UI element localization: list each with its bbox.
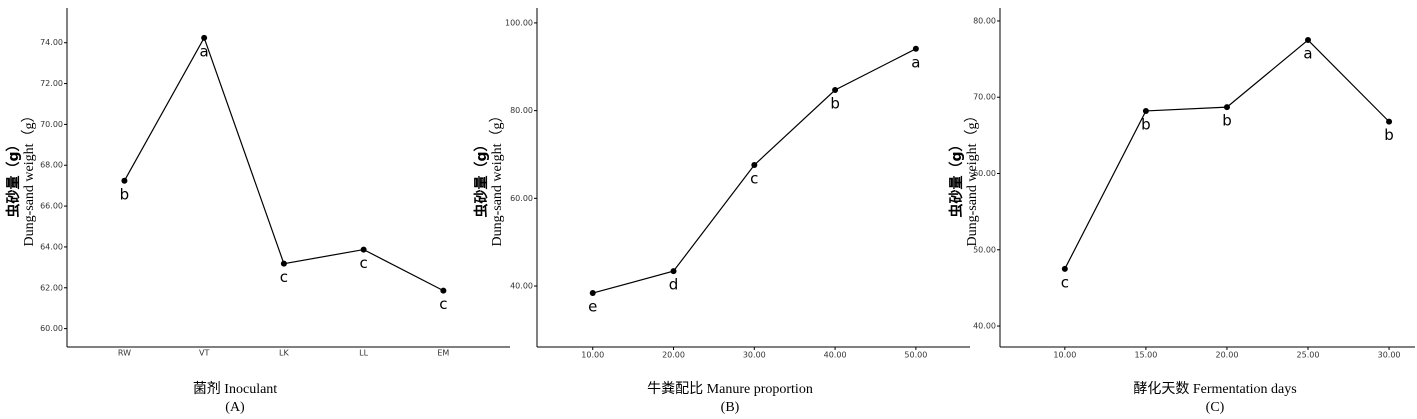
- data-point: [912, 45, 919, 52]
- panel-label: (A): [225, 400, 245, 415]
- y-tick-label: 80.00: [510, 106, 533, 115]
- data-line: [1064, 39, 1390, 270]
- data-point: [121, 177, 128, 184]
- x-tick-label: 40.00: [824, 351, 847, 360]
- x-tick-label: 10.00: [581, 351, 604, 360]
- y-tick-label: 60.00: [510, 194, 533, 203]
- x-tick-label: VT: [199, 349, 209, 358]
- data-point: [1061, 265, 1068, 272]
- x-tick-label: 10.00: [1053, 351, 1076, 360]
- x-tick-label: 20.00: [662, 351, 685, 360]
- significance-letter: b: [120, 185, 130, 203]
- y-tick-label: 70.00: [40, 120, 63, 129]
- data-point: [360, 246, 367, 253]
- y-tick-label: 74.00: [40, 38, 63, 47]
- data-point: [832, 87, 839, 94]
- x-tick-label: 20.00: [1216, 351, 1239, 360]
- data-point: [751, 162, 758, 169]
- significance-letter: c: [280, 268, 288, 286]
- y-axis-title: 虫砂量（g）Dung-sand weight（g）: [948, 108, 980, 246]
- significance-letter: a: [200, 42, 209, 60]
- x-axis-title: 牛粪配比 Manure proportion: [647, 381, 813, 397]
- y-axis-title-en: Dung-sand weight（g）: [964, 108, 980, 246]
- data-point: [1223, 104, 1230, 111]
- significance-letter: b: [1222, 112, 1232, 130]
- y-tick-label: 50.00: [973, 245, 996, 254]
- y-tick-label: 64.00: [40, 242, 63, 251]
- significance-letter: a: [911, 53, 920, 71]
- data-point: [440, 287, 447, 294]
- x-tick-label: LL: [359, 349, 368, 358]
- y-tick-label: 62.00: [40, 283, 63, 292]
- x-tick-label: 25.00: [1297, 351, 1320, 360]
- significance-letter: b: [1141, 115, 1151, 133]
- data-point: [280, 260, 287, 267]
- x-tick-label: RW: [118, 349, 131, 358]
- data-point: [1386, 118, 1393, 125]
- data-point: [670, 268, 677, 275]
- y-axis-title-cn: 虫砂量（g）: [948, 137, 965, 217]
- y-tick-label: 40.00: [510, 282, 533, 291]
- y-tick-label: 100.00: [505, 18, 533, 27]
- panel-label: (B): [721, 400, 740, 415]
- significance-letter: c: [1061, 273, 1069, 291]
- y-tick-label: 40.00: [973, 322, 996, 331]
- significance-letter: b: [830, 95, 840, 113]
- y-tick-label: 60.00: [40, 324, 63, 333]
- y-axis-title: 虫砂量（g）Dung-sand weight（g）: [5, 108, 37, 246]
- x-tick-label: 30.00: [1378, 351, 1401, 360]
- significance-letter: c: [360, 254, 368, 272]
- data-point: [1305, 37, 1312, 44]
- y-tick-label: 66.00: [40, 202, 63, 211]
- significance-letter: c: [439, 295, 447, 313]
- x-axis-title: 酵化天数 Fermentation days: [1133, 381, 1296, 397]
- data-point: [589, 290, 596, 297]
- data-point: [1142, 107, 1149, 114]
- y-tick-label: 70.00: [973, 93, 996, 102]
- y-tick-label: 80.00: [973, 16, 996, 25]
- y-axis-title-cn: 虫砂量（g）: [473, 137, 490, 217]
- y-axis-title: 虫砂量（g）Dung-sand weight（g）: [473, 108, 505, 246]
- significance-letter: a: [1303, 45, 1312, 63]
- y-axis-title-en: Dung-sand weight（g）: [489, 108, 505, 246]
- significance-letter: c: [750, 170, 758, 188]
- x-tick-label: 15.00: [1134, 351, 1157, 360]
- x-tick-label: 30.00: [743, 351, 766, 360]
- panel-label: (C): [1206, 400, 1225, 415]
- y-axis-title-cn: 虫砂量（g）: [5, 137, 22, 217]
- y-axis-title-en: Dung-sand weight（g）: [21, 108, 37, 246]
- x-tick-label: 50.00: [904, 351, 927, 360]
- x-tick-label: EM: [437, 349, 449, 358]
- data-line: [123, 36, 444, 292]
- significance-letter: b: [1384, 126, 1394, 144]
- x-axis-title: 菌剂 Inoculant: [193, 381, 277, 397]
- y-tick-label: 68.00: [40, 161, 63, 170]
- significance-letter: d: [669, 276, 679, 294]
- y-tick-label: 60.00: [973, 169, 996, 178]
- y-tick-label: 72.00: [40, 79, 63, 88]
- significance-letter: e: [588, 298, 597, 316]
- data-point: [201, 34, 208, 41]
- x-tick-label: LK: [279, 349, 289, 358]
